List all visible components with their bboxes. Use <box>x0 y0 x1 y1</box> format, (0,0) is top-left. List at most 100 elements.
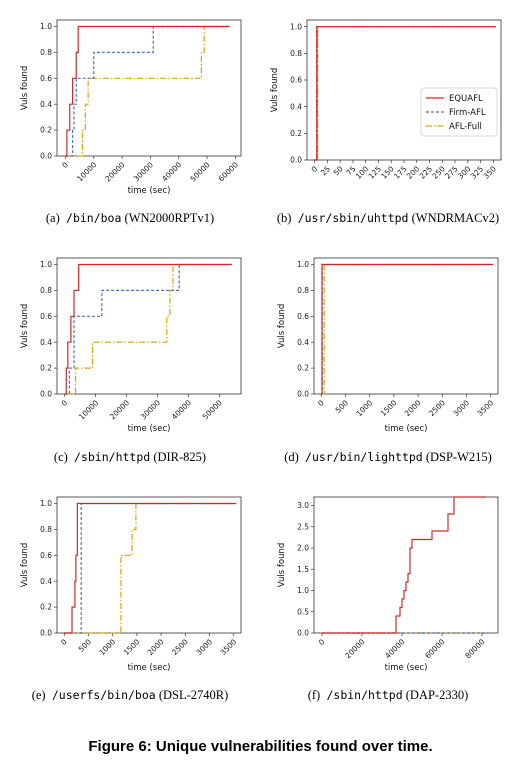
caption-letter: (b) <box>276 211 292 225</box>
legend-label: EQUAFL <box>449 94 483 104</box>
x-tick-label: 2500 <box>427 398 447 418</box>
series-line-equafl <box>64 502 237 634</box>
y-axis-label: Vuls found <box>20 304 30 348</box>
caption-path: /bin/boa <box>66 211 122 225</box>
x-tick-label: 50000 <box>188 160 211 183</box>
caption-path: /sbin/httpd <box>74 450 151 464</box>
y-tick-label: 0.8 <box>40 525 52 534</box>
caption-device: (WNDRMACv2) <box>411 211 500 225</box>
series-line-equafl <box>322 496 486 634</box>
chart-a: 0.0 0.2 0.4 0.6 0.8 1.0 0 10000 20000 30000 40000 5… <box>20 19 242 196</box>
caption-device: (DSL-2740R) <box>158 688 229 702</box>
series-line-equafl <box>314 26 496 161</box>
y-tick-label: 0.4 <box>297 338 309 347</box>
x-tick-label: 30000 <box>132 160 155 183</box>
series-line-firm-afl <box>64 263 232 395</box>
y-tick-label: 1.0 <box>40 499 52 508</box>
y-tick-label: 0.8 <box>40 286 52 295</box>
y-tick-label: 0.0 <box>297 629 309 638</box>
caption-e: (e) /userfs/bin/boa (DSL-2740R) <box>5 688 255 703</box>
x-tick-label: 1000 <box>97 637 117 657</box>
y-tick-label: 0.0 <box>40 629 52 638</box>
y-tick-label: 0.6 <box>40 74 52 83</box>
y-axis-label: Vuls found <box>270 68 280 112</box>
caption-letter: (f) <box>307 688 321 702</box>
chart-b: 0.00.20.40.60.81.00 25 50 75100125150175200… <box>270 19 502 181</box>
y-tick-label: 2.0 <box>297 544 309 553</box>
caption-f: (f) /sbin/httpd (DAP-2330) <box>263 688 513 703</box>
x-tick-label: 350 <box>481 164 498 181</box>
x-tick-label: 1500 <box>122 637 142 657</box>
series-line-firm-afl <box>64 502 237 634</box>
x-tick-label: 40000 <box>160 160 183 183</box>
y-tick-label: 0.6 <box>40 551 52 560</box>
series-line-afl-full <box>64 502 237 634</box>
y-tick-label: 0.8 <box>40 48 52 57</box>
y-tick-label: 2.5 <box>297 522 309 531</box>
y-tick-label: 1.0 <box>40 22 52 31</box>
plot-area: 0.0 0.2 0.4 0.6 0.8 1.0 0 500 1000 1500 2000 2500 30… <box>20 496 242 673</box>
x-tick-label: 20000 <box>108 398 131 421</box>
caption-path: /usr/sbin/uhttpd <box>297 211 409 225</box>
chart-f: 0.0 0.5 1.0 1.5 2.0 2.5 3.0 0 20000 40000 60000 800… <box>277 496 499 673</box>
y-axis-label: Vuls found <box>277 304 287 348</box>
x-tick-label: 10000 <box>75 160 98 183</box>
plot-frame <box>313 496 499 634</box>
x-tick-label: 3000 <box>451 398 471 418</box>
legend-box <box>420 87 498 137</box>
plot-area: 0.00.20.40.60.81.00 10000 20000 30000 40000 5… <box>20 257 242 434</box>
x-tick-label: 3000 <box>194 637 214 657</box>
x-tick-label: 0 <box>316 398 326 408</box>
plot-area: 0.00.20.40.60.81.00 25 50 75100125150175200… <box>270 19 502 181</box>
caption-device: (DAP-2330) <box>405 688 469 702</box>
y-tick-label: 0.2 <box>297 364 309 373</box>
y-tick-label: 0.6 <box>297 312 309 321</box>
x-tick-label: 60000 <box>423 637 446 660</box>
y-tick-label: 0.0 <box>40 390 52 399</box>
series-line-afl-full <box>321 263 494 395</box>
x-axis-label: time (sec) <box>385 663 428 673</box>
series-line-firm-afl <box>321 263 494 395</box>
x-tick-label: 1000 <box>354 398 374 418</box>
caption-device: (WN2000RPTv1) <box>124 211 215 225</box>
x-tick-label: 3500 <box>475 398 495 418</box>
x-tick-label: 2000 <box>146 637 166 657</box>
caption-letter: (e) <box>31 688 46 702</box>
series-line-afl-full <box>65 25 230 157</box>
y-tick-label: 0.4 <box>290 102 302 111</box>
plot-area: 0.0 0.2 0.4 0.6 0.8 1.0 0 500 1000 1500 2000 2500 30… <box>277 257 499 434</box>
x-tick-label: 0 <box>310 164 320 174</box>
series-line-equafl <box>64 263 232 395</box>
x-tick-label: 10000 <box>77 398 100 421</box>
x-axis-label: time (sec) <box>385 424 428 434</box>
y-tick-label: 0.2 <box>40 603 52 612</box>
x-tick-label: 2000 <box>403 398 423 418</box>
chart-e: 0.0 0.2 0.4 0.6 0.8 1.0 0 500 1000 1500 2000 2500 30… <box>20 496 242 673</box>
caption-letter: (d) <box>284 450 299 464</box>
y-tick-label: 0.8 <box>290 49 302 58</box>
y-tick-label: 0.4 <box>40 100 52 109</box>
y-tick-label: 1.0 <box>297 586 309 595</box>
plot-frame <box>56 19 242 157</box>
caption-path: /sbin/httpd <box>326 688 403 702</box>
plot-area: 0.00.20.40.60.81.00 10000 20000 30000 40000 5… <box>20 19 242 196</box>
y-tick-label: 0.0 <box>290 156 302 165</box>
chart-c: 0.0 0.2 0.4 0.6 0.8 1.0 0 10000 20000 30000 40000 5… <box>20 257 242 434</box>
legend-label: Firm-AFL <box>449 108 486 118</box>
y-tick-label: 0.2 <box>290 129 302 138</box>
x-tick-label: 50 <box>332 164 345 177</box>
x-axis-label: time (sec) <box>128 424 171 434</box>
y-axis-label: Vuls found <box>277 543 287 587</box>
x-tick-label: 500 <box>77 637 94 654</box>
y-tick-label: 1.0 <box>40 260 52 269</box>
y-tick-label: 0.2 <box>40 126 52 135</box>
plot-frame <box>56 257 242 395</box>
y-tick-label: 3.0 <box>297 501 309 510</box>
x-tick-label: 30000 <box>139 398 162 421</box>
caption-a: (a) /bin/boa (WN2000RPTv1) <box>5 211 255 226</box>
x-tick-label: 20000 <box>103 160 126 183</box>
x-axis-label: time (sec) <box>128 186 171 196</box>
y-tick-label: 0.2 <box>40 364 52 373</box>
caption-d: (d) /usr/bin/lighttpd (DSP-W215) <box>263 450 513 465</box>
plot-area: 0.0 0.5 1.0 1.5 2.0 2.5 3.0 0 20000 40000 60000 800… <box>277 496 499 673</box>
